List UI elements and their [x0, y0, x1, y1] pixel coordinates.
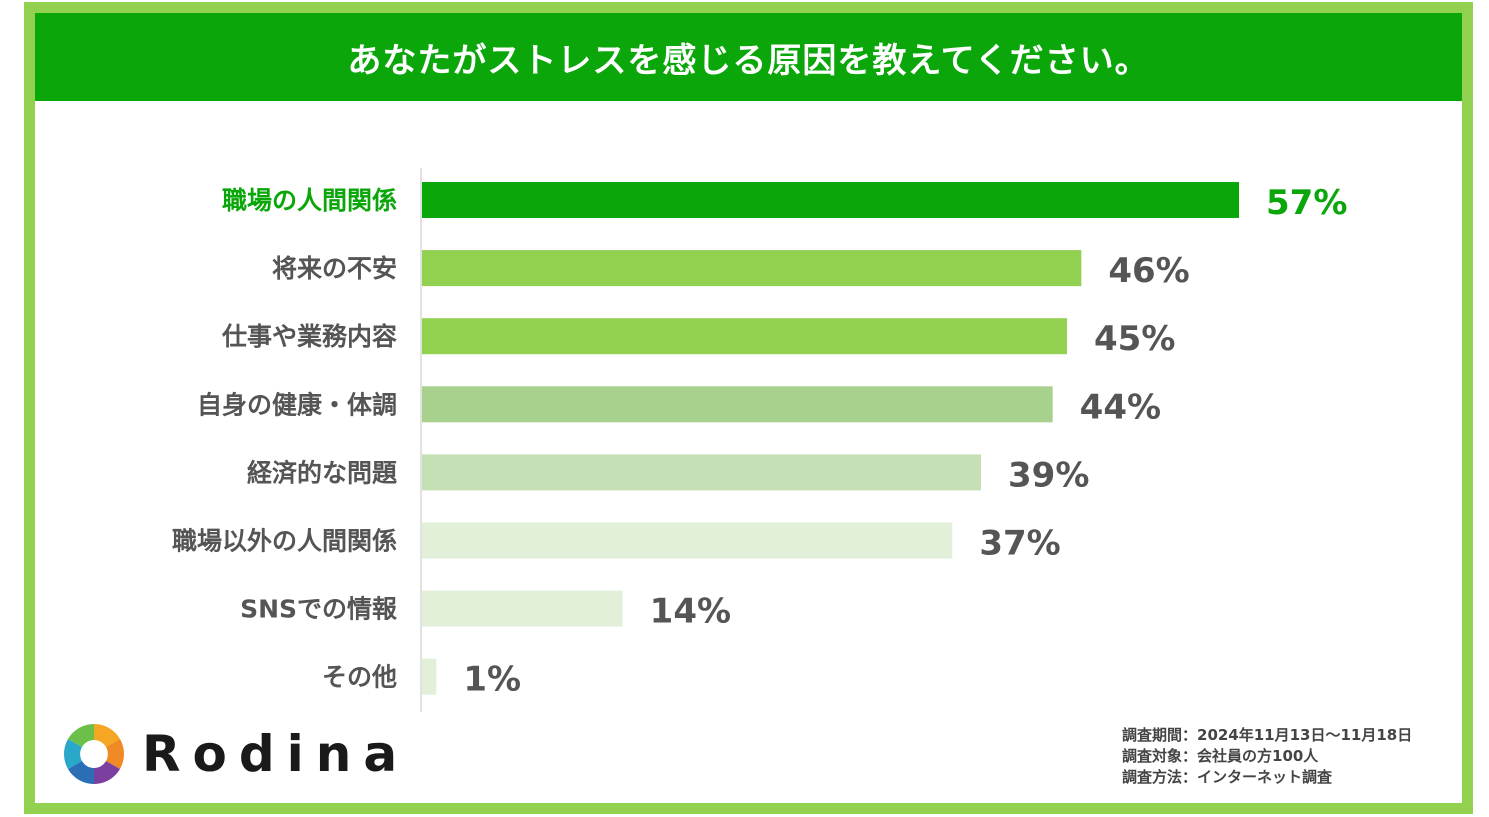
category-label-1: 職場の人間関係	[222, 186, 397, 215]
category-label-2: 将来の不安	[272, 254, 397, 283]
value-label-3: 45%	[1094, 319, 1175, 359]
value-label-5: 39%	[1008, 455, 1089, 495]
bar-4	[422, 386, 1053, 423]
survey-method: 調査方法：インターネット調査	[1122, 768, 1333, 786]
category-label-6: 職場以外の人間関係	[172, 527, 397, 556]
brand-name: Rodina	[142, 725, 410, 783]
bar-7	[422, 590, 623, 627]
value-label-2: 46%	[1108, 251, 1189, 291]
value-label-1: 57%	[1266, 183, 1347, 223]
bar-8	[422, 658, 437, 695]
value-label-7: 14%	[650, 592, 731, 632]
aperture-icon	[63, 724, 125, 784]
value-label-6: 37%	[979, 524, 1060, 564]
survey-target: 調査対象：会社員の方100人	[1122, 747, 1319, 765]
chart-title: あなたがストレスを感じる原因を教えてください。	[347, 40, 1150, 81]
rodina-logo: Rodina	[62, 722, 422, 786]
value-label-8: 1%	[463, 660, 521, 700]
category-label-4: 自身の健康・体調	[197, 390, 397, 419]
bar-2	[422, 250, 1082, 287]
category-label-5: 経済的な問題	[247, 458, 398, 487]
bar-6	[422, 522, 953, 559]
category-label-7: SNSでの情報	[240, 595, 398, 624]
category-label-8: その他	[322, 663, 397, 692]
category-label-3: 仕事や業務内容	[221, 322, 397, 351]
survey-notes: 調査期間：2024年11月13日〜11月18日 調査対象：会社員の方100人 調…	[1122, 725, 1412, 788]
title-bar: あなたがストレスを感じる原因を教えてください。	[35, 13, 1462, 101]
bar-1	[422, 182, 1239, 218]
survey-period: 調査期間：2024年11月13日〜11月18日	[1122, 726, 1413, 744]
bar-3	[422, 318, 1067, 355]
bar-5	[422, 454, 981, 491]
value-label-4: 44%	[1080, 387, 1161, 427]
